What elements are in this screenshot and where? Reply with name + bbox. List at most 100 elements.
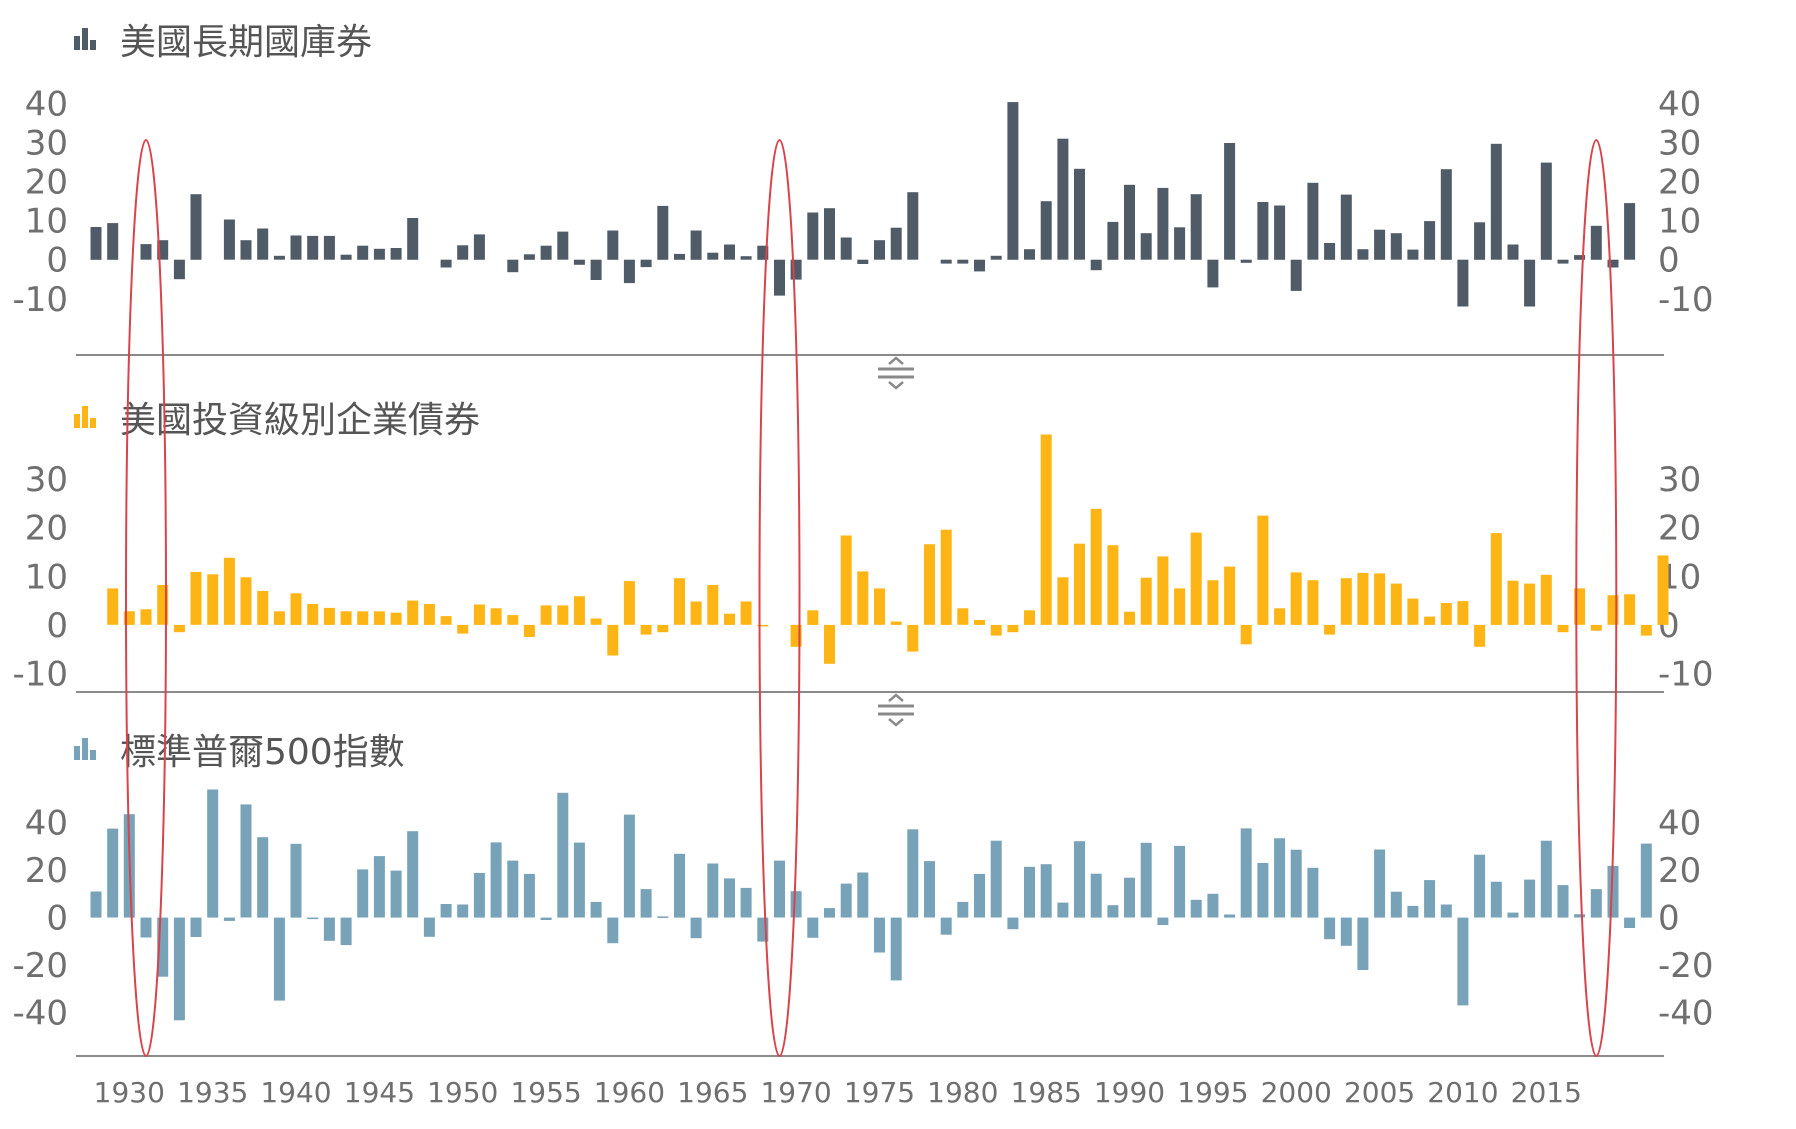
bar: [323, 235, 335, 260]
y-tick-label-left: 10: [25, 202, 68, 242]
bar: [757, 917, 769, 942]
bar: [557, 231, 569, 260]
bar: [857, 571, 869, 625]
bar: [890, 621, 902, 625]
y-tick-label-right: 20: [1658, 509, 1701, 549]
bar: [890, 917, 902, 981]
bar: [940, 917, 952, 935]
bar: [140, 244, 152, 260]
bar: [790, 891, 802, 918]
bar: [1440, 904, 1452, 918]
bar: [740, 601, 752, 625]
bar: [1307, 867, 1319, 918]
bar: [1457, 601, 1469, 625]
bar: [573, 596, 585, 625]
panel-title: 美國長期國庫券: [120, 22, 372, 63]
bar: [907, 829, 919, 918]
bar: [323, 607, 335, 625]
bar: [473, 604, 485, 625]
bar: [423, 917, 435, 937]
bar: [140, 609, 152, 625]
bar: [1307, 580, 1319, 625]
bar: [307, 235, 319, 260]
bar: [540, 917, 552, 920]
bar: [1324, 243, 1336, 260]
x-tick-label: 1950: [427, 1076, 498, 1109]
bar: [1507, 912, 1519, 918]
y-tick-label-left: -20: [12, 946, 68, 986]
bar: [924, 861, 935, 918]
x-tick-label: 1980: [927, 1076, 998, 1109]
y-tick-label-right: 40: [1658, 804, 1701, 844]
x-tick-label: 1935: [177, 1076, 248, 1109]
bar: [1257, 515, 1269, 625]
bar: [1524, 259, 1536, 307]
bar: [1324, 917, 1336, 940]
bar: [807, 212, 819, 260]
bar: [774, 860, 785, 918]
bar: [1374, 573, 1386, 625]
x-tick-label: 1960: [594, 1076, 665, 1109]
bar: [974, 259, 985, 272]
bar: [807, 917, 819, 938]
bar: [1040, 201, 1052, 260]
bar: [724, 878, 735, 918]
bar: [1040, 864, 1052, 918]
x-tick-label: 1945: [344, 1076, 415, 1109]
bar: [190, 194, 202, 260]
bar: [473, 873, 485, 918]
y-tick-label-left: 30: [25, 124, 68, 164]
bar: [157, 240, 169, 260]
bar: [1474, 222, 1486, 260]
bar: [1540, 574, 1552, 625]
bar: [1107, 545, 1119, 625]
bar: [390, 612, 402, 625]
bar-chart-icon: [74, 28, 96, 50]
bar: [690, 601, 702, 625]
x-tick-label: 1930: [94, 1076, 165, 1109]
bar: [757, 624, 769, 627]
bar: [1524, 879, 1536, 918]
bar: [173, 624, 185, 633]
bar: [657, 916, 669, 918]
y-tick-label-right: -10: [1658, 654, 1714, 694]
bar: [1274, 838, 1286, 918]
bar: [207, 789, 219, 918]
bar: [1374, 849, 1386, 918]
bar: [173, 259, 185, 280]
bar: [1274, 608, 1286, 625]
bar: [390, 248, 402, 260]
bar: [257, 228, 269, 260]
bar: [690, 917, 702, 939]
bar: [790, 624, 802, 647]
bar: [1324, 624, 1336, 635]
splitter-handle-icon[interactable]: [878, 356, 914, 390]
bar: [523, 254, 535, 260]
bar: [323, 917, 335, 941]
bar: [640, 889, 652, 918]
bar: [824, 908, 835, 918]
bar: [1640, 624, 1652, 636]
bar: [1357, 249, 1369, 260]
splitter-handle-icon[interactable]: [878, 693, 914, 727]
bar: [1090, 873, 1102, 918]
bar: [1490, 881, 1502, 918]
y-tick-label-left: 10: [25, 557, 68, 597]
bar: [157, 585, 169, 625]
bar: [1024, 866, 1035, 918]
bar: [573, 259, 585, 265]
bar: [590, 901, 602, 918]
bar: [1157, 917, 1169, 925]
bar: [1607, 259, 1619, 268]
bar: [1640, 843, 1652, 918]
bar: [607, 917, 619, 944]
x-tick-label: 2015: [1511, 1076, 1582, 1109]
bar: [623, 581, 635, 625]
bar: [707, 863, 719, 918]
bar: [1474, 854, 1486, 918]
bar: [1590, 889, 1602, 918]
bar: [640, 259, 652, 268]
y-tick-label-left: -10: [12, 280, 68, 320]
